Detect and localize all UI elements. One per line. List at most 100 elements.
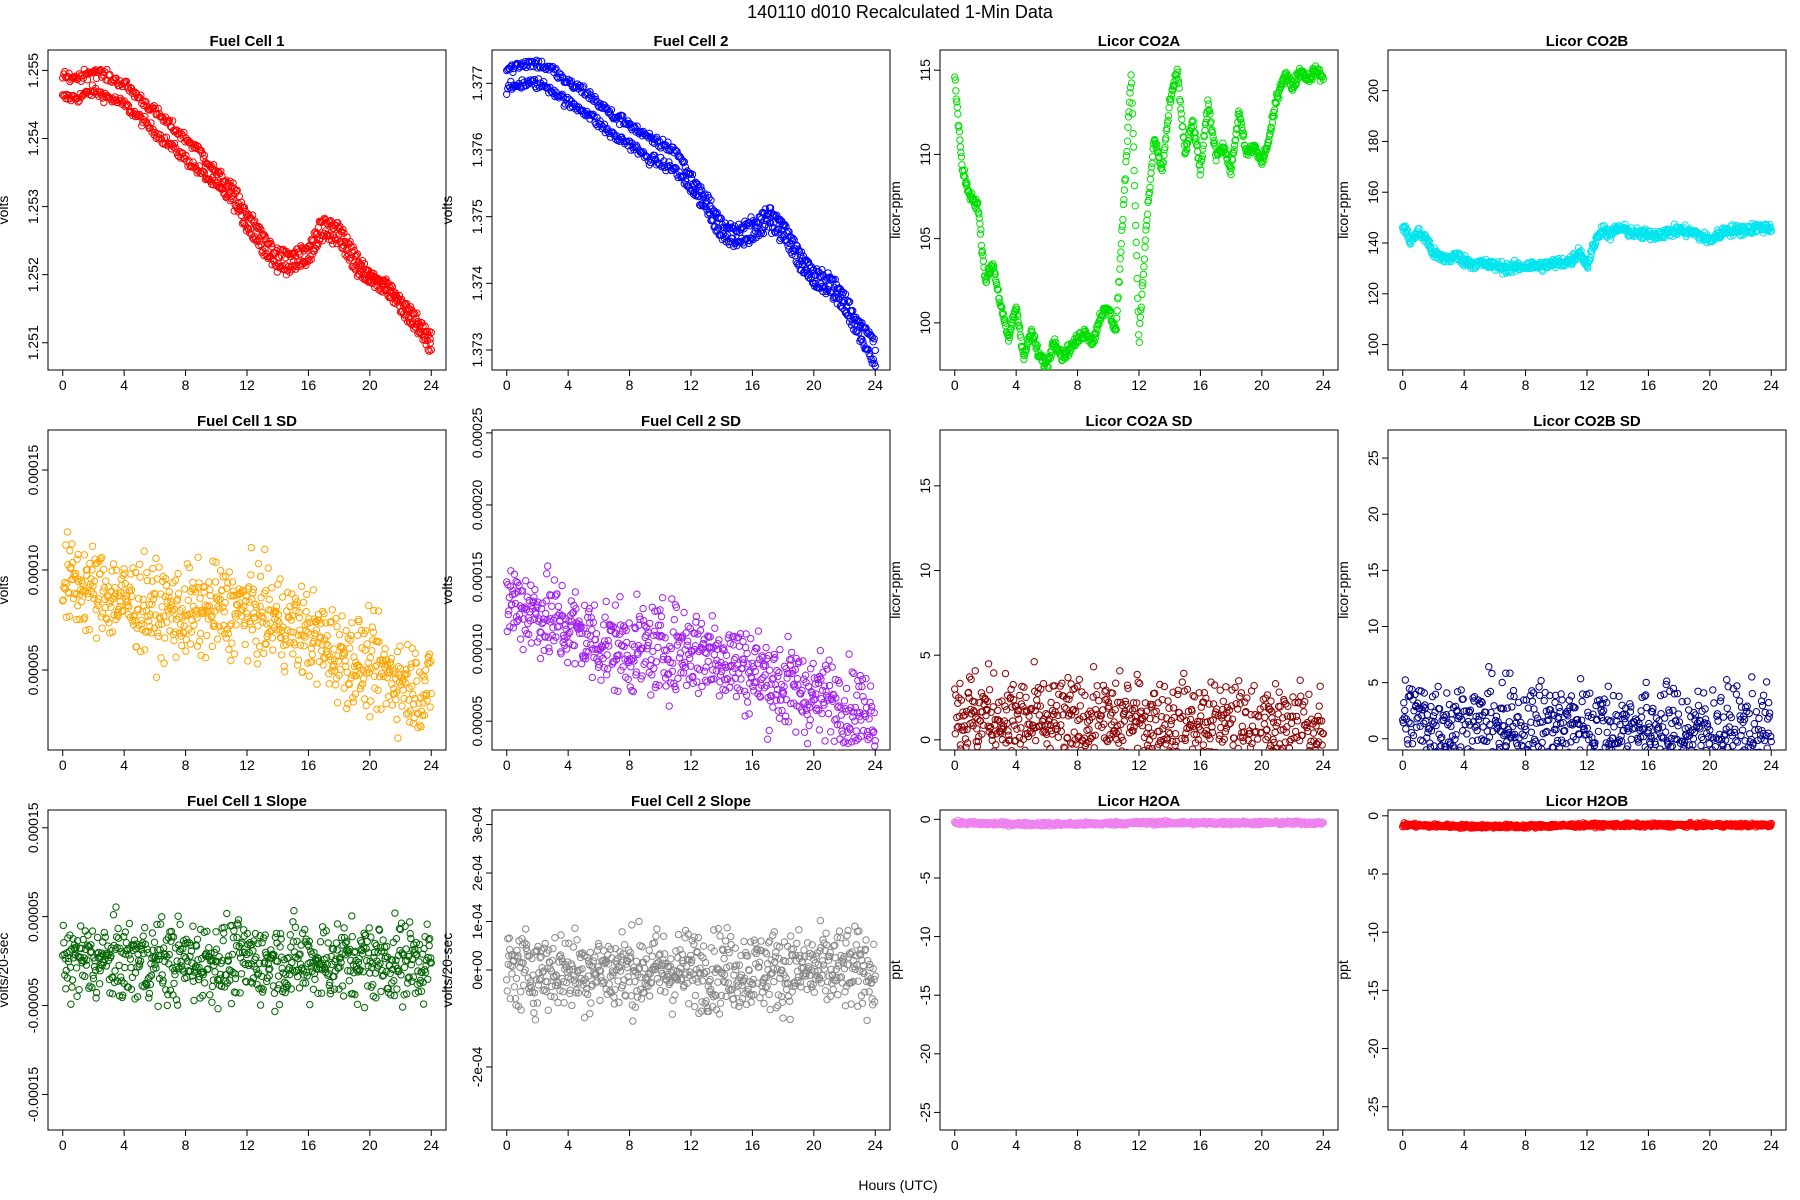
- data-point: [1130, 723, 1138, 731]
- x-tick-label: 12: [1131, 757, 1147, 773]
- data-point: [530, 593, 538, 601]
- data-point: [1152, 144, 1160, 152]
- data-point: [539, 618, 547, 626]
- data-point: [1159, 724, 1167, 733]
- data-point: [1191, 129, 1199, 137]
- data-point: [341, 250, 349, 259]
- data-point: [348, 619, 356, 627]
- x-tick-label: 4: [1012, 757, 1020, 773]
- x-tick-label: 8: [182, 377, 190, 393]
- data-point: [123, 601, 132, 610]
- data-point: [118, 581, 126, 589]
- data-point: [232, 621, 240, 629]
- data-point: [1093, 682, 1101, 690]
- data-point: [690, 645, 698, 654]
- data-point: [174, 569, 182, 578]
- data-point: [715, 214, 723, 223]
- data-point: [1123, 147, 1131, 156]
- data-points: [503, 56, 879, 370]
- data-point: [783, 674, 791, 682]
- chart-title: Fuel Cell 1: [209, 33, 284, 50]
- data-point: [1125, 108, 1133, 116]
- data-point: [1071, 342, 1079, 350]
- data-point: [870, 728, 878, 736]
- data-point: [1128, 109, 1137, 118]
- data-point: [1013, 305, 1021, 314]
- data-point: [827, 728, 835, 736]
- data-point: [257, 594, 265, 602]
- data-point: [1152, 716, 1160, 724]
- data-point: [363, 640, 371, 648]
- data-point: [368, 647, 376, 655]
- data-point: [297, 582, 306, 590]
- data-point: [1014, 312, 1022, 320]
- data-point: [579, 84, 587, 92]
- data-point: [119, 571, 127, 579]
- data-point: [803, 739, 812, 748]
- data-point: [818, 686, 827, 695]
- data-point: [1195, 689, 1203, 697]
- data-point: [603, 651, 611, 659]
- data-point: [1167, 90, 1176, 99]
- data-point: [73, 602, 82, 610]
- data-point: [305, 242, 313, 250]
- y-tick-label: 110: [917, 143, 933, 166]
- data-point: [1005, 333, 1014, 342]
- data-point: [708, 612, 716, 620]
- data-point: [1319, 72, 1327, 81]
- data-point: [425, 347, 433, 355]
- data-point: [668, 667, 676, 675]
- data-point: [1148, 745, 1156, 750]
- data-point: [205, 578, 213, 586]
- data-point: [130, 611, 139, 619]
- data-point: [731, 674, 739, 683]
- data-point: [514, 616, 523, 624]
- data-point: [83, 566, 92, 574]
- data-point: [134, 606, 142, 614]
- data-point: [610, 686, 619, 694]
- data-point: [611, 601, 620, 609]
- data-point: [1319, 75, 1328, 84]
- data-point: [587, 614, 595, 622]
- data-point: [1090, 337, 1098, 346]
- data-point: [278, 593, 287, 601]
- data-point: [1111, 706, 1119, 714]
- data-point: [353, 250, 362, 258]
- data-point: [1167, 748, 1174, 750]
- data-point: [1173, 748, 1181, 750]
- data-point: [778, 706, 786, 715]
- data-point: [996, 298, 1004, 307]
- data-point: [161, 140, 170, 149]
- data-point: [427, 328, 435, 337]
- data-point: [740, 687, 749, 695]
- data-point: [1127, 79, 1136, 87]
- data-point: [752, 678, 760, 686]
- data-point: [67, 563, 75, 571]
- data-point: [619, 112, 627, 120]
- data-point: [322, 619, 330, 627]
- data-point: [189, 578, 197, 586]
- data-point: [294, 656, 303, 664]
- data-point: [349, 694, 357, 702]
- data-point: [1146, 183, 1154, 192]
- data-point: [635, 612, 644, 621]
- data-point: [320, 609, 328, 618]
- data-point: [1124, 684, 1132, 693]
- data-point: [681, 163, 690, 171]
- data-point: [353, 631, 362, 640]
- data-point: [1014, 318, 1022, 326]
- y-tick-label: 1.377: [469, 66, 485, 101]
- data-point: [791, 665, 799, 674]
- data-point: [1140, 263, 1148, 271]
- data-point: [419, 699, 427, 707]
- data-point: [1162, 134, 1170, 142]
- data-point: [740, 655, 748, 663]
- data-point: [645, 638, 653, 647]
- data-point: [662, 682, 670, 690]
- data-point: [1406, 240, 1415, 248]
- data-point: [669, 659, 677, 667]
- data-point: [1106, 306, 1114, 315]
- data-point: [840, 697, 849, 705]
- data-point: [221, 598, 229, 607]
